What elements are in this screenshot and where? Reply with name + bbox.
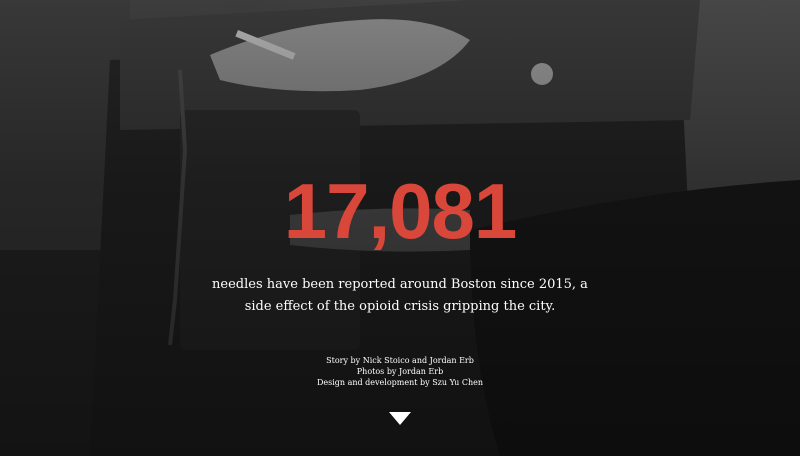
credit-story: Story by Nick Stoico and Jordan Erb <box>326 356 474 365</box>
credits-block: Story by Nick Stoico and Jordan Erb Phot… <box>0 355 800 388</box>
stat-description: needles have been reported around Boston… <box>212 277 588 314</box>
credit-design: Design and development by Szu Yu Chen <box>316 378 484 387</box>
credit-photos: Photos by Jordan Erb <box>356 367 444 376</box>
triangle-down-icon[interactable] <box>389 412 411 425</box>
stat-number: 17,081 <box>283 167 518 255</box>
